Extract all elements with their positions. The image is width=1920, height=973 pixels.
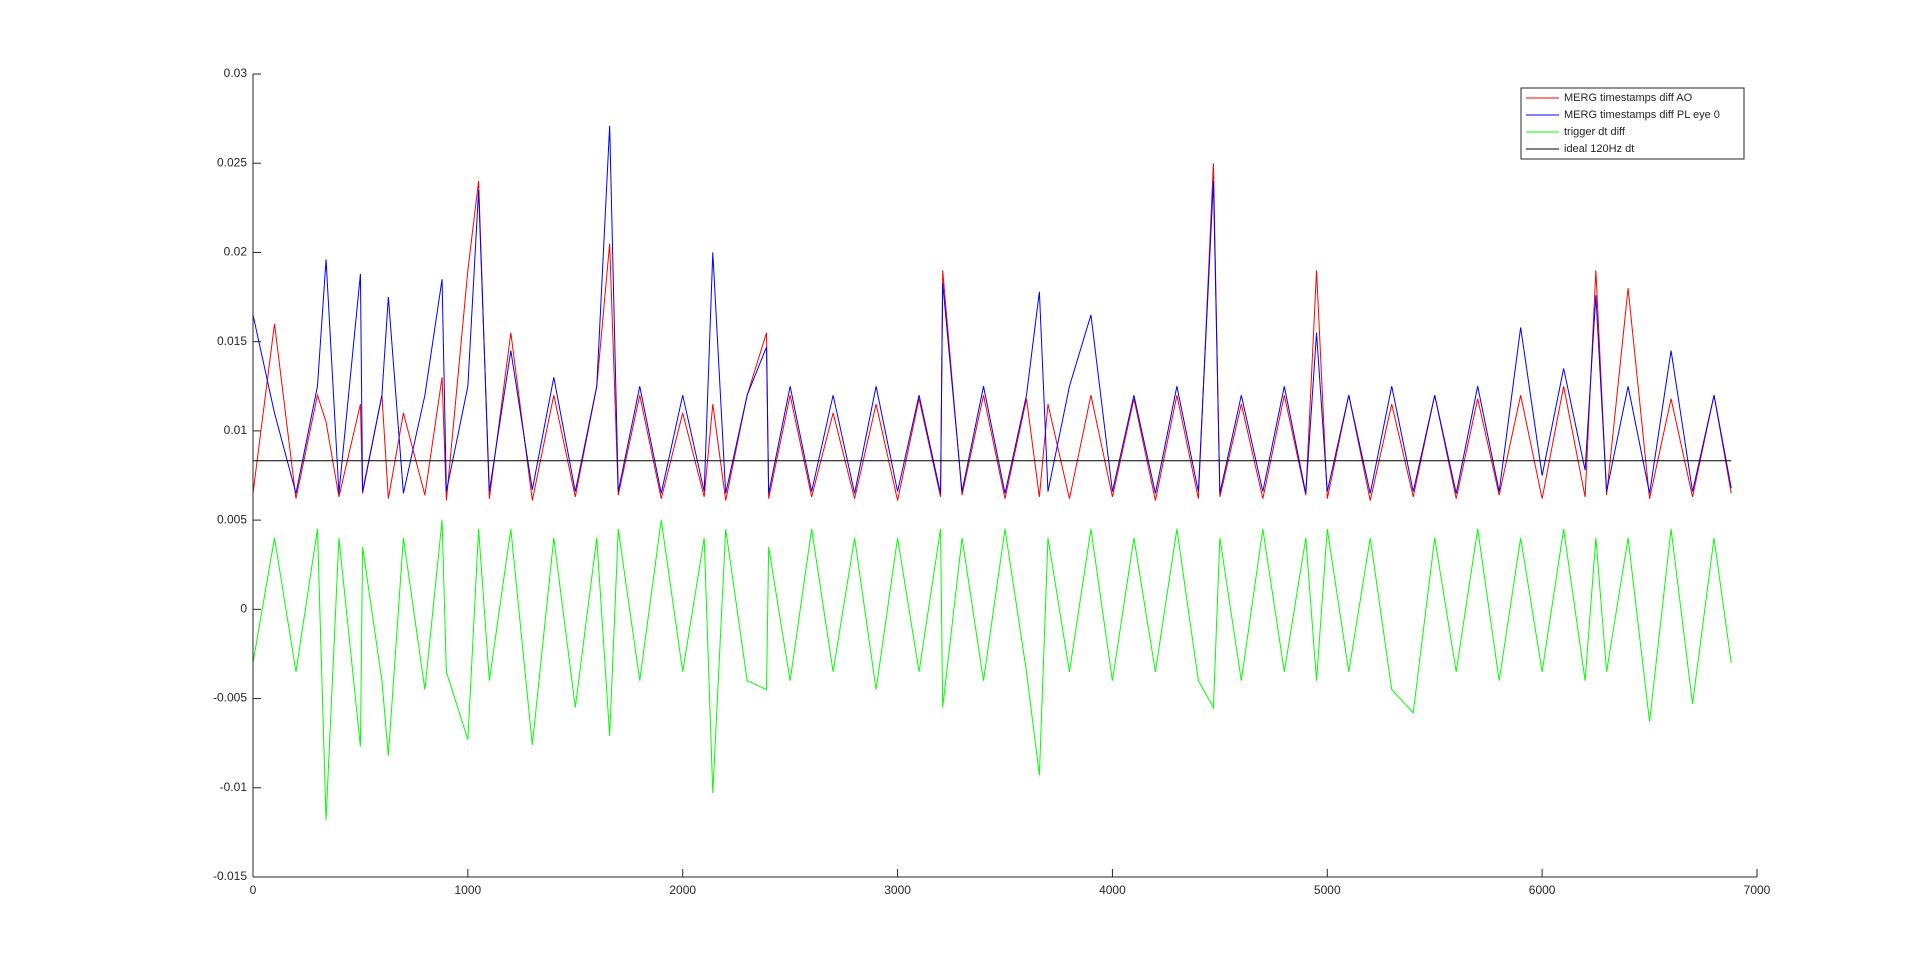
y-tick-label: 0.015 xyxy=(217,334,247,348)
legend-label: MERG timestamps diff AO xyxy=(1564,92,1693,104)
y-tick-label: 0.03 xyxy=(224,66,248,80)
legend-label: trigger dt diff xyxy=(1564,126,1626,138)
x-tick-label: 2000 xyxy=(669,883,696,897)
y-tick-label: 0 xyxy=(240,602,247,616)
x-tick-label: 1000 xyxy=(455,883,482,897)
x-tick-label: 5000 xyxy=(1314,883,1341,897)
y-tick-label: -0.01 xyxy=(220,780,248,794)
x-tick-label: 6000 xyxy=(1529,883,1556,897)
y-tick-label: -0.015 xyxy=(213,869,247,883)
series-line xyxy=(252,125,1732,494)
y-tick-label: 0.01 xyxy=(224,423,248,437)
y-tick-label: -0.005 xyxy=(213,691,247,705)
y-tick-label: 0.02 xyxy=(224,245,248,259)
x-tick-label: 0 xyxy=(250,883,257,897)
legend-label: MERG timestamps diff PL eye 0 xyxy=(1564,109,1720,121)
y-tick-label: 0.025 xyxy=(217,155,247,169)
legend-label: ideal 120Hz dt xyxy=(1564,143,1634,155)
x-tick-label: 7000 xyxy=(1744,883,1771,897)
x-tick-label: 4000 xyxy=(1099,883,1126,897)
legend-box xyxy=(1520,87,1745,160)
y-tick-label: 0.005 xyxy=(217,512,247,526)
series-line xyxy=(252,520,1732,820)
series-line xyxy=(252,163,1732,501)
x-tick-label: 3000 xyxy=(884,883,911,897)
